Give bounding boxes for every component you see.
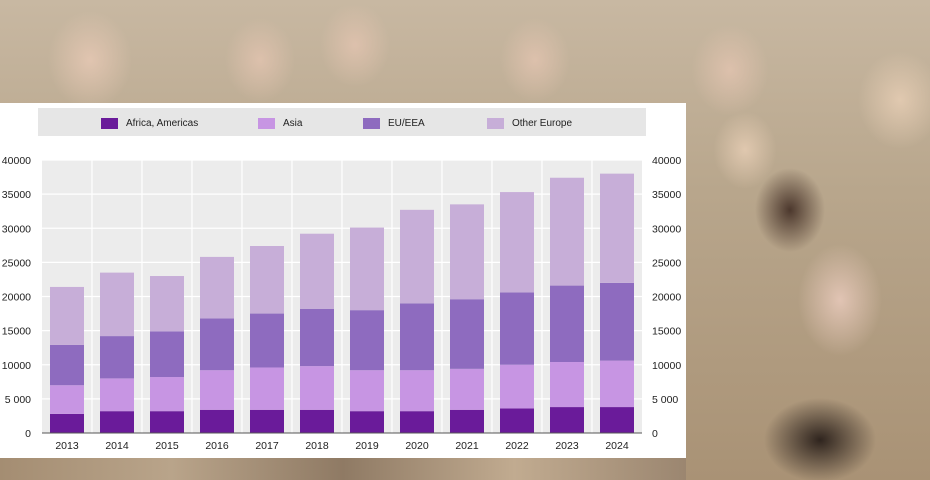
bar-other-europe-2015	[150, 276, 184, 332]
bar-asia-2014	[100, 378, 134, 412]
bar-eu-eea-2015	[150, 331, 184, 378]
bar-other-europe-2013	[50, 286, 84, 345]
bar-eu-eea-2013	[50, 344, 84, 386]
y-tick-label-right: 10000	[652, 360, 681, 372]
photo-background-strip	[0, 455, 686, 480]
legend-item-eu-eea: EU/EEA	[363, 116, 425, 130]
y-tick-label-right: 5 000	[652, 394, 678, 406]
bar-africa-americas-2014	[100, 411, 134, 433]
bar-africa-americas-2021	[450, 409, 484, 433]
legend-item-other-europe: Other Europe	[487, 116, 572, 130]
bar-other-europe-2024	[600, 173, 634, 283]
bar-asia-2021	[450, 368, 484, 410]
bar-africa-americas-2024	[600, 407, 634, 433]
bar-africa-americas-2016	[200, 409, 234, 433]
x-tick-label: 2013	[55, 440, 79, 452]
bar-asia-2020	[400, 370, 434, 412]
y-tick-label-left: 15000	[2, 326, 31, 338]
x-tick-label: 2023	[555, 440, 579, 452]
y-tick-label-left: 25000	[2, 257, 31, 269]
x-tick-label: 2015	[155, 440, 179, 452]
bar-eu-eea-2020	[400, 303, 434, 371]
chart-legend	[38, 108, 646, 136]
y-tick-label-right: 25000	[652, 257, 681, 269]
x-tick-label: 2019	[355, 440, 379, 452]
bar-asia-2017	[250, 367, 284, 410]
y-tick-label-right: 30000	[652, 223, 681, 235]
y-tick-label-left: 0	[25, 428, 31, 440]
y-tick-label-left: 35000	[2, 189, 31, 201]
bar-eu-eea-2016	[200, 318, 234, 371]
bar-other-europe-2023	[550, 177, 584, 286]
x-tick-label: 2020	[405, 440, 429, 452]
bar-asia-2015	[150, 377, 184, 412]
bar-asia-2022	[500, 364, 534, 409]
bar-other-europe-2018	[300, 233, 334, 309]
bar-other-europe-2020	[400, 209, 434, 304]
x-tick-label: 2021	[455, 440, 479, 452]
legend-label-eu-eea: EU/EEA	[388, 117, 425, 129]
legend-label-africa-americas: Africa, Americas	[126, 117, 199, 129]
legend-swatch-africa-americas	[101, 117, 118, 129]
y-tick-label-left: 10000	[2, 360, 31, 372]
bar-asia-2019	[350, 370, 384, 412]
bar-eu-eea-2014	[100, 336, 134, 379]
y-tick-label-right: 35000	[652, 189, 681, 201]
y-tick-label-left: 20000	[2, 292, 31, 304]
bar-eu-eea-2019	[350, 310, 384, 371]
x-tick-label: 2014	[105, 440, 129, 452]
bar-asia-2023	[550, 362, 584, 408]
bar-eu-eea-2022	[500, 292, 534, 365]
x-tick-label: 2016	[205, 440, 229, 452]
y-tick-label-left: 5 000	[5, 394, 31, 406]
x-tick-label: 2018	[305, 440, 329, 452]
y-tick-label-right: 20000	[652, 292, 681, 304]
bar-africa-americas-2017	[250, 409, 284, 433]
legend-label-asia: Asia	[283, 117, 303, 129]
bar-eu-eea-2017	[250, 313, 284, 368]
bar-asia-2013	[50, 385, 84, 414]
bar-africa-americas-2015	[150, 411, 184, 433]
bar-eu-eea-2024	[600, 282, 634, 361]
y-tick-label-left: 40000	[2, 155, 31, 167]
bar-africa-americas-2023	[550, 407, 584, 433]
bar-africa-americas-2020	[400, 411, 434, 433]
y-tick-label-right: 0	[652, 428, 658, 440]
legend-item-africa-americas: Africa, Americas	[101, 116, 198, 130]
y-tick-label-right: 15000	[652, 326, 681, 338]
bar-other-europe-2017	[250, 245, 284, 314]
bar-asia-2024	[600, 360, 634, 408]
y-tick-label-left: 30000	[2, 223, 31, 235]
legend-item-asia: Asia	[258, 116, 302, 130]
x-tick-label: 2022	[505, 440, 529, 452]
bar-africa-americas-2022	[500, 408, 534, 433]
bar-other-europe-2014	[100, 272, 134, 337]
bar-africa-americas-2013	[50, 413, 84, 433]
bar-asia-2018	[300, 366, 334, 410]
legend-swatch-other-europe	[487, 117, 504, 129]
legend-label-other-europe: Other Europe	[512, 117, 573, 129]
bar-eu-eea-2021	[450, 299, 484, 369]
legend-swatch-asia	[258, 117, 275, 129]
x-tick-label: 2017	[255, 440, 279, 452]
bar-asia-2016	[200, 370, 234, 410]
bar-africa-americas-2018	[300, 409, 334, 433]
legend-swatch-eu-eea	[363, 117, 380, 129]
x-tick-label: 2024	[605, 440, 629, 452]
bar-eu-eea-2023	[550, 285, 584, 363]
bar-other-europe-2021	[450, 204, 484, 300]
bar-eu-eea-2018	[300, 308, 334, 367]
bar-africa-americas-2019	[350, 411, 384, 433]
bar-other-europe-2022	[500, 192, 534, 293]
bar-other-europe-2016	[200, 256, 234, 319]
y-tick-label-right: 40000	[652, 155, 681, 167]
bar-other-europe-2019	[350, 227, 384, 311]
